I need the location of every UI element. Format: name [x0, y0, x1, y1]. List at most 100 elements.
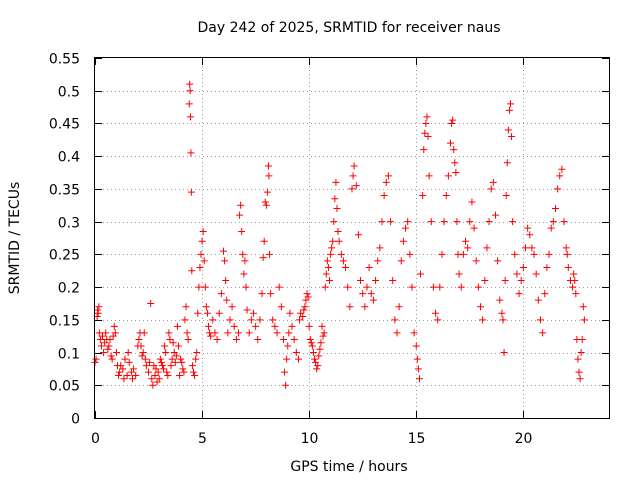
data-point [162, 349, 170, 357]
data-point [149, 381, 157, 389]
data-point [450, 146, 458, 154]
y-tick-labels: 0 0.05 0.1 0.15 0.2 0.25 0.3 0.35 0.4 0.45 0.5 0.55 [49, 52, 80, 428]
data-point [551, 205, 559, 213]
data-point [474, 283, 482, 291]
data-point [112, 349, 120, 357]
data-point [453, 218, 461, 226]
y-tick-label: 0.5 [58, 85, 80, 101]
y-tick-label: 0.3 [58, 216, 80, 232]
data-point [240, 270, 248, 278]
data-point [184, 335, 192, 343]
data-point [404, 218, 412, 226]
data-point [124, 349, 132, 357]
data-point [352, 182, 360, 190]
data-point [532, 270, 540, 278]
data-point [138, 352, 146, 360]
data-point [367, 290, 375, 298]
data-point [580, 316, 588, 324]
data-point [190, 368, 198, 376]
data-point [104, 345, 112, 353]
data-point [419, 191, 427, 199]
data-point [350, 162, 358, 170]
y-tick-label: 0 [71, 412, 80, 428]
data-point [172, 352, 180, 360]
x-tick-label: 15 [408, 431, 426, 447]
data-point [145, 368, 153, 376]
data-point [334, 227, 342, 235]
data-point [242, 283, 250, 291]
y-tick-label: 0.4 [58, 150, 80, 166]
data-point [462, 237, 470, 245]
data-point [502, 191, 510, 199]
data-point [200, 257, 208, 265]
data-point [487, 185, 495, 193]
data-point [260, 237, 268, 245]
data-point [472, 257, 480, 265]
data-point [455, 270, 463, 278]
data-point [575, 368, 583, 376]
data-point [105, 342, 113, 350]
data-point [429, 283, 437, 291]
data-point [316, 345, 324, 353]
data-point [249, 309, 257, 317]
data-point [444, 172, 452, 180]
data-point [420, 146, 428, 154]
data-point [324, 263, 332, 271]
data-point [499, 316, 507, 324]
data-point [288, 322, 296, 330]
data-point [186, 80, 194, 88]
data-point [534, 296, 542, 304]
data-point [130, 365, 138, 373]
data-point [290, 335, 298, 343]
data-point [202, 303, 210, 311]
data-point [155, 375, 163, 383]
data-point [176, 371, 184, 379]
data-point [359, 290, 367, 298]
data-point [173, 322, 181, 330]
data-point [306, 335, 314, 343]
data-point [185, 100, 193, 108]
data-point [262, 201, 270, 209]
data-point [151, 371, 159, 379]
data-point [226, 316, 234, 324]
data-point [422, 119, 430, 127]
data-point [342, 263, 350, 271]
data-point [156, 355, 164, 363]
data-point [330, 218, 338, 226]
data-point [438, 250, 446, 258]
data-point [179, 365, 187, 373]
data-point [459, 250, 467, 258]
data-point [305, 322, 313, 330]
data-point [562, 244, 570, 252]
data-point [348, 185, 356, 193]
data-point [319, 332, 327, 340]
data-point [132, 371, 140, 379]
data-point [135, 335, 143, 343]
data-point [496, 296, 504, 304]
data-point [384, 172, 392, 180]
data-point [169, 339, 177, 347]
data-point [408, 283, 416, 291]
data-point [389, 277, 397, 285]
data-point [571, 277, 579, 285]
data-point [506, 100, 514, 108]
y-axis-label: SRMTID / TECUs [7, 182, 23, 295]
data-point [378, 218, 386, 226]
data-point [199, 227, 207, 235]
data-point [207, 332, 215, 340]
data-point [477, 303, 484, 311]
data-point [111, 329, 119, 337]
data-point [468, 198, 476, 206]
data-point [119, 365, 127, 373]
data-point [369, 296, 377, 304]
grid-lines [95, 58, 609, 418]
data-point [452, 169, 460, 177]
data-point [570, 270, 578, 278]
data-point [339, 257, 347, 265]
data-point [317, 339, 325, 347]
data-point [579, 303, 587, 311]
data-point [300, 306, 308, 314]
data-point [115, 371, 123, 379]
data-point [95, 303, 103, 311]
